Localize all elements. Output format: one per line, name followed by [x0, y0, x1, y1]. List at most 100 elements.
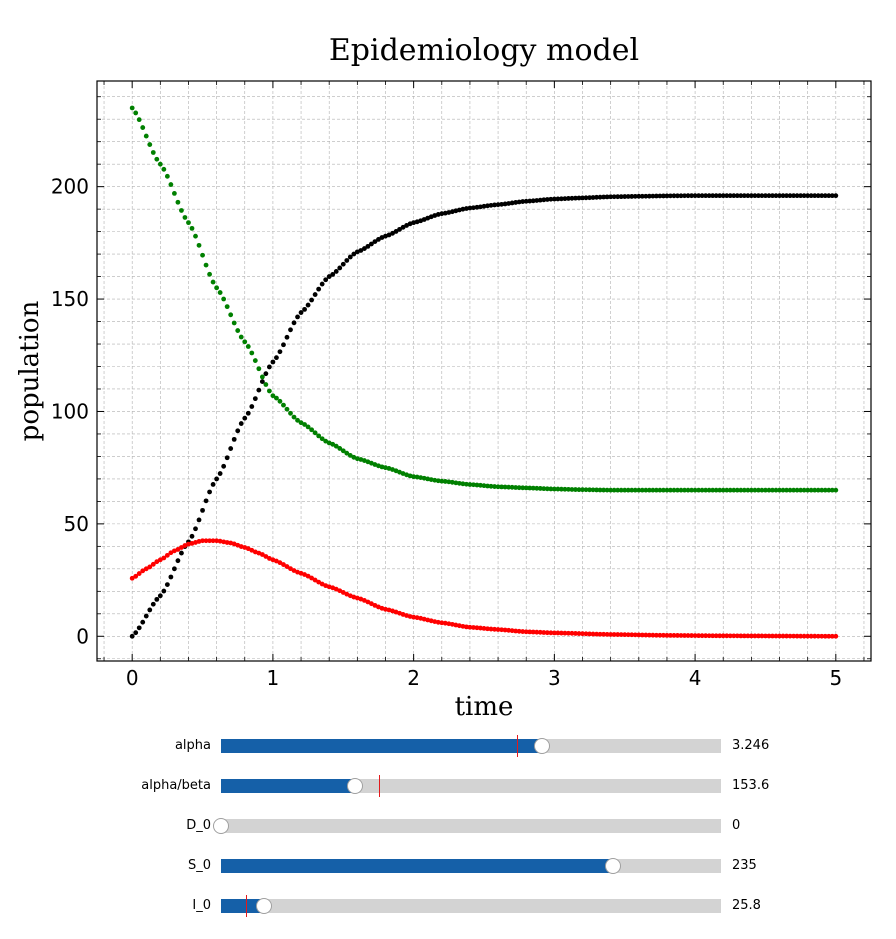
point-R	[492, 202, 497, 208]
point-S	[485, 483, 490, 489]
point-I	[143, 566, 149, 572]
point-S	[488, 483, 494, 489]
point-I	[305, 573, 311, 579]
point-R	[256, 387, 262, 393]
point-R	[594, 194, 599, 200]
point-S	[699, 487, 705, 493]
point-S	[203, 262, 209, 268]
point-S	[604, 487, 610, 493]
point-R	[527, 198, 533, 204]
point-R	[509, 200, 515, 206]
point-I	[516, 628, 522, 634]
point-R	[787, 193, 793, 199]
point-S	[302, 422, 307, 427]
slider-handle[interactable]	[213, 818, 229, 834]
point-R	[555, 196, 561, 202]
point-S	[727, 487, 733, 493]
point-R	[710, 193, 716, 199]
slider-track[interactable]	[221, 858, 721, 874]
point-R	[576, 195, 582, 201]
point-I	[509, 628, 515, 634]
point-I	[263, 554, 269, 559]
point-I	[706, 633, 712, 639]
slider-initial-marker	[517, 735, 518, 757]
point-I	[692, 633, 698, 638]
point-I	[777, 633, 782, 639]
point-R	[727, 193, 733, 199]
point-R	[661, 193, 666, 199]
point-I	[442, 620, 448, 626]
point-I	[157, 557, 163, 563]
point-R	[530, 198, 536, 204]
point-R	[288, 327, 293, 333]
point-I	[481, 626, 487, 631]
point-S	[671, 487, 677, 493]
point-I	[646, 632, 652, 638]
point-S	[632, 487, 638, 493]
point-I	[573, 631, 578, 636]
point-S	[650, 487, 656, 493]
point-I	[668, 632, 673, 638]
y-tick-label: 0	[76, 624, 89, 648]
point-S	[555, 486, 561, 492]
point-I	[207, 538, 212, 544]
point-R	[706, 193, 712, 199]
point-R	[794, 193, 800, 199]
slider-track[interactable]	[221, 775, 721, 797]
point-S	[161, 166, 167, 172]
point-I	[555, 630, 561, 636]
point-R	[516, 199, 522, 205]
point-I	[615, 632, 621, 637]
slider-handle[interactable]	[533, 738, 550, 754]
slider-value: 25.8	[732, 898, 761, 913]
slider-handle[interactable]	[256, 898, 272, 914]
point-R	[699, 193, 705, 199]
point-S	[562, 486, 568, 492]
point-I	[224, 540, 230, 545]
point-I	[766, 633, 772, 639]
point-R	[741, 193, 747, 199]
point-R	[756, 193, 761, 199]
point-I	[129, 575, 135, 581]
slider-row: alpha/beta 153.6	[0, 775, 896, 797]
point-I	[812, 633, 818, 639]
point-I	[179, 545, 184, 550]
point-I	[794, 633, 800, 639]
point-I	[161, 555, 167, 561]
point-S	[787, 487, 793, 493]
point-I	[822, 633, 828, 639]
point-I	[471, 625, 476, 630]
point-R	[263, 371, 269, 377]
point-R	[780, 193, 786, 199]
point-I	[724, 633, 730, 639]
slider-handle[interactable]	[347, 778, 363, 794]
point-I	[717, 633, 723, 639]
point-R	[601, 194, 607, 200]
point-R	[390, 230, 395, 236]
slider-track[interactable]	[221, 895, 721, 917]
slider-handle[interactable]	[605, 858, 621, 874]
slider-fill	[221, 899, 264, 913]
point-S	[815, 487, 821, 493]
point-R	[826, 193, 832, 199]
point-I	[544, 630, 550, 636]
point-S	[833, 487, 839, 493]
point-I	[580, 631, 585, 637]
point-R	[692, 193, 698, 199]
point-S	[675, 487, 680, 493]
point-I	[259, 552, 265, 557]
point-S	[537, 486, 543, 491]
point-S	[587, 487, 592, 493]
point-R	[129, 633, 135, 639]
point-I	[597, 631, 603, 637]
point-S	[179, 208, 184, 213]
x-tick-label: 2	[407, 666, 420, 690]
point-I	[622, 632, 628, 638]
point-I	[629, 632, 635, 638]
point-I	[281, 562, 286, 567]
point-R	[312, 292, 318, 297]
point-R	[622, 194, 628, 199]
slider-track[interactable]	[213, 818, 721, 834]
point-I	[210, 538, 216, 544]
slider-track[interactable]	[221, 735, 721, 757]
